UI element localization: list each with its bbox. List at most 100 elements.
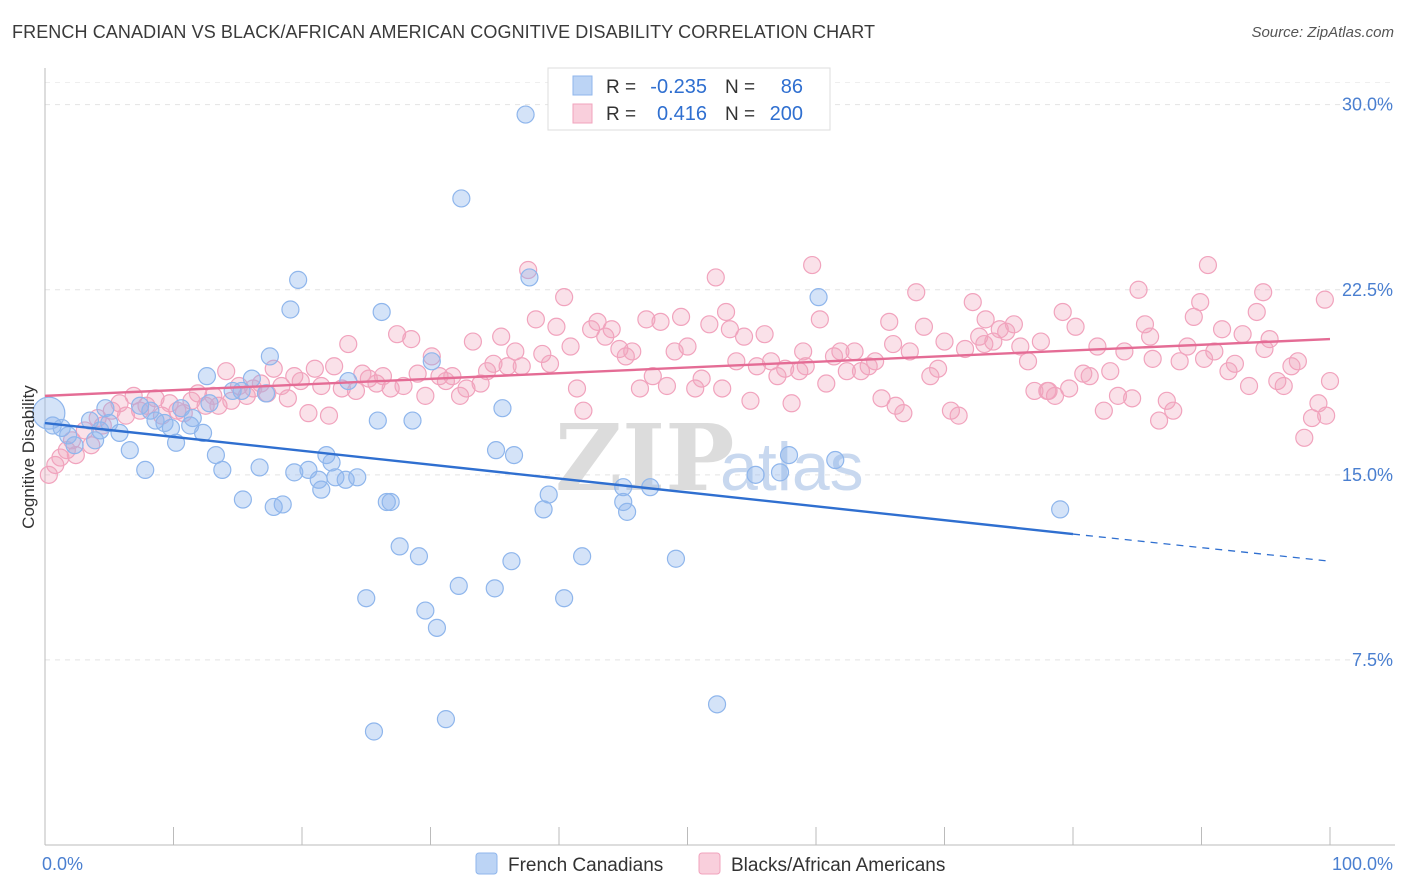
- african-american-point: [872, 389, 891, 408]
- african-american-point: [533, 344, 552, 364]
- french-canadian-point: [390, 537, 409, 556]
- african-american-point: [1164, 401, 1183, 420]
- african-american-point: [713, 379, 732, 398]
- french-canadian-point: [377, 492, 396, 512]
- african-american-point: [678, 337, 697, 356]
- african-american-point: [1198, 255, 1218, 275]
- french-canadian-point: [65, 436, 84, 455]
- french-canadian-point: [281, 300, 300, 319]
- african-american-point: [116, 406, 136, 425]
- african-american-point: [1315, 290, 1334, 309]
- french-canadian-point: [197, 367, 217, 386]
- african-american-point: [975, 334, 994, 354]
- african-american-point: [512, 357, 531, 376]
- african-american-point: [1219, 362, 1238, 381]
- french-canadian-point: [59, 426, 78, 445]
- french-canadian-point: [312, 480, 331, 499]
- african-american-point: [1080, 367, 1099, 386]
- african-american-point: [796, 357, 815, 376]
- legend-bottom-label-2: Blacks/African Americans: [731, 855, 945, 876]
- african-american-point: [588, 312, 607, 331]
- african-american-point: [747, 357, 766, 376]
- french-canadian-point: [422, 352, 441, 371]
- african-american-point: [1170, 352, 1189, 371]
- african-american-point: [1157, 391, 1176, 410]
- african-american-point: [1108, 386, 1128, 405]
- african-american-point: [914, 317, 934, 336]
- african-american-point: [623, 342, 642, 361]
- african-american-point: [803, 255, 822, 275]
- french-canadian-point: [141, 401, 160, 420]
- african-american-point: [755, 325, 774, 344]
- african-american-point: [1239, 376, 1259, 396]
- african-american-point: [567, 379, 587, 398]
- french-canadian-point: [285, 463, 304, 482]
- legend-n-value-2: 200: [770, 103, 803, 125]
- french-canadian-point: [193, 423, 213, 442]
- french-canadian-point: [336, 470, 355, 489]
- african-american-point: [1260, 330, 1279, 349]
- african-american-point: [955, 339, 975, 359]
- source-label: Source: ZipAtlas.com: [1251, 24, 1394, 41]
- african-american-point: [921, 367, 940, 386]
- african-american-point: [935, 332, 954, 351]
- african-american-point: [39, 465, 58, 484]
- legend-bottom-swatch-pink: [698, 852, 721, 875]
- african-american-point: [555, 288, 574, 307]
- african-american-point: [810, 310, 829, 329]
- african-american-point: [768, 367, 787, 386]
- french-canadian-point: [449, 576, 468, 595]
- african-american-point: [845, 342, 864, 361]
- african-american-point: [782, 394, 801, 413]
- african-american-point: [547, 317, 566, 336]
- french-canadian-point: [573, 547, 592, 566]
- african-american-point: [1038, 381, 1057, 401]
- african-american-point: [1129, 280, 1148, 299]
- african-american-point: [1295, 428, 1314, 447]
- y-axis-title: Cognitive Disability: [19, 385, 38, 529]
- french-canadian-point: [409, 547, 429, 566]
- x-tick-label: 0.0%: [42, 854, 83, 874]
- french-canadian-point: [348, 468, 367, 487]
- african-american-point: [492, 327, 511, 346]
- african-american-point: [1088, 337, 1107, 356]
- french-canadian-point: [368, 411, 387, 430]
- african-american-point: [1066, 317, 1085, 336]
- french-canadian-point: [372, 302, 391, 322]
- french-canadian-point: [364, 722, 384, 741]
- french-canadian-point: [96, 399, 115, 418]
- african-american-point: [976, 310, 995, 329]
- african-american-point: [1031, 332, 1050, 351]
- french-canadian-point: [86, 431, 105, 450]
- x-tick-labels: 0.0% 100.0%: [42, 854, 1393, 874]
- african-american-point: [963, 292, 982, 312]
- african-american-point: [997, 322, 1016, 341]
- african-american-point: [582, 320, 601, 339]
- african-american-point: [651, 312, 670, 331]
- african-american-point: [51, 448, 70, 467]
- series-french-canadians: [32, 105, 1070, 741]
- french-canadian-point: [539, 485, 558, 504]
- african-american-point: [299, 404, 318, 423]
- african-american-point: [526, 310, 545, 329]
- french-canadian-point: [618, 502, 637, 521]
- french-canadian-point: [486, 441, 506, 460]
- french-canadian-point: [1051, 500, 1070, 519]
- african-american-point: [312, 376, 331, 396]
- african-american-point: [332, 379, 351, 398]
- african-american-point: [394, 376, 413, 396]
- french-canadian-point: [436, 710, 456, 729]
- african-american-point: [1140, 327, 1160, 346]
- legend-box: [547, 67, 831, 131]
- african-american-point: [367, 374, 386, 393]
- french-canadian-point: [289, 270, 308, 289]
- african-american-point: [949, 406, 968, 425]
- african-american-point: [1011, 337, 1030, 356]
- legend-r-label-2: R =: [606, 104, 636, 125]
- african-american-point: [1320, 371, 1340, 391]
- african-american-point: [251, 374, 270, 393]
- african-american-point: [657, 376, 677, 396]
- african-american-point: [894, 404, 913, 423]
- african-american-point: [716, 302, 736, 322]
